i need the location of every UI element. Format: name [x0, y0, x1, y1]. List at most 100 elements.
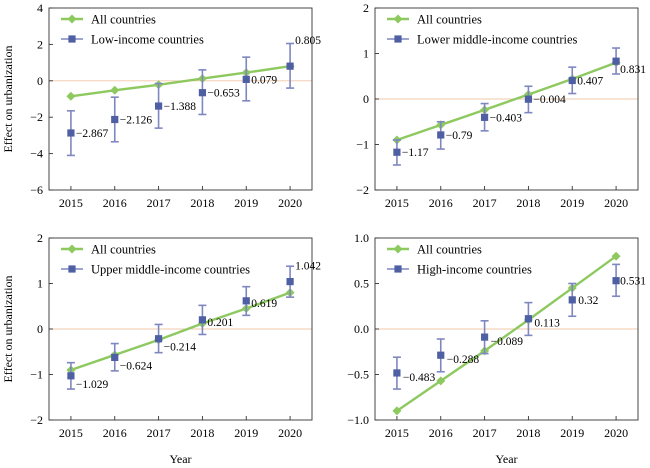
- point-all-countries: [436, 376, 446, 386]
- y-tick-label: 2: [37, 231, 43, 245]
- point-income-group: [286, 277, 294, 286]
- data-label: −0.089: [491, 336, 524, 348]
- data-label: 0.201: [207, 317, 233, 329]
- data-label: 0.32: [578, 295, 598, 307]
- data-label: −1.029: [76, 379, 109, 391]
- y-tick-label: −4: [30, 147, 43, 161]
- legend-label-all-countries: All countries: [417, 243, 482, 257]
- legend-marker-income-group: [394, 35, 402, 43]
- y-tick-label: 0: [37, 74, 43, 88]
- x-tick-label: 2019: [234, 196, 258, 210]
- point-income-group: [286, 62, 294, 70]
- y-tick-label: 0: [37, 322, 43, 336]
- y-tick-label: 4: [37, 1, 43, 15]
- point-income-group: [393, 369, 401, 377]
- data-label: 0.831: [620, 64, 646, 76]
- legend-marker-all-countries: [393, 244, 403, 254]
- x-axis-label: Year: [495, 452, 517, 466]
- legend-marker-all-countries: [67, 14, 77, 24]
- data-label: 0.407: [577, 75, 603, 87]
- y-tick-label: 0.5: [354, 277, 369, 291]
- point-income-group: [612, 277, 620, 285]
- point-income-group: [154, 102, 163, 110]
- x-tick-label: 2020: [278, 426, 302, 440]
- data-label: −0.653: [207, 88, 240, 100]
- point-income-group: [524, 315, 533, 323]
- legend-marker-income-group: [394, 265, 402, 273]
- data-label: −0.214: [164, 342, 197, 354]
- point-income-group: [568, 296, 576, 304]
- x-tick-label: 2016: [103, 426, 127, 440]
- data-label: 0.805: [295, 35, 321, 47]
- series-line-all-countries: [70, 291, 291, 372]
- y-tick-label: −1.0: [347, 413, 369, 427]
- x-tick-label: 2017: [147, 196, 171, 210]
- point-income-group: [242, 297, 250, 305]
- chart-panel-2: −2 −1 0 1 2 2015 2016 2017 2018 2019 2020 −1.17 −0.7…: [356, 1, 646, 210]
- data-label: 0.113: [534, 318, 560, 330]
- legend-label-all-countries: All countries: [417, 13, 482, 27]
- y-tick-label: −2: [30, 413, 43, 427]
- point-income-group: [480, 333, 489, 341]
- series-line-all-countries: [396, 255, 617, 412]
- point-all-countries: [392, 406, 402, 416]
- legend-marker-all-countries: [393, 14, 403, 24]
- x-tick-label: 2018: [190, 196, 214, 210]
- point-income-group: [198, 316, 207, 324]
- y-axis-label: Effect on urbanization: [1, 275, 15, 382]
- data-label: −1.388: [164, 101, 197, 113]
- series-line-all-countries: [396, 61, 617, 142]
- y-tick-label: 0.0: [354, 322, 369, 336]
- x-tick-label: 2017: [473, 196, 497, 210]
- x-tick-label: 2015: [385, 426, 409, 440]
- y-tick-label: −0.5: [347, 368, 369, 382]
- point-income-group: [67, 372, 75, 380]
- x-tick-label: 2018: [190, 426, 214, 440]
- data-label: −0.79: [446, 130, 473, 142]
- point-income-group: [67, 129, 75, 137]
- legend-label-income-group: Lower middle-income countries: [417, 33, 577, 47]
- point-all-countries: [110, 85, 120, 95]
- x-tick-label: 2018: [516, 196, 540, 210]
- x-tick-label: 2015: [385, 196, 409, 210]
- x-tick-label: 2019: [234, 426, 258, 440]
- point-all-countries: [611, 251, 621, 261]
- data-label: −2.126: [120, 114, 153, 126]
- data-label: −0.483: [403, 372, 436, 384]
- data-label: 0.531: [620, 276, 646, 288]
- y-tick-label: 2: [363, 1, 369, 15]
- y-tick-label: −1: [30, 368, 43, 382]
- point-income-group: [393, 148, 401, 156]
- point-income-group: [242, 75, 250, 83]
- x-tick-label: 2015: [59, 196, 83, 210]
- point-income-group: [198, 89, 207, 97]
- x-tick-label: 2019: [560, 196, 584, 210]
- legend-label-income-group: Low-income countries: [91, 33, 204, 47]
- y-tick-label: −1: [356, 138, 369, 152]
- point-income-group: [524, 95, 533, 103]
- data-label: 1.042: [295, 261, 321, 273]
- point-income-group: [612, 57, 620, 65]
- point-income-group: [480, 113, 489, 121]
- point-income-group: [437, 131, 445, 139]
- x-tick-label: 2020: [278, 196, 302, 210]
- y-tick-label: 1: [37, 277, 43, 291]
- x-tick-label: 2016: [429, 426, 453, 440]
- point-income-group: [154, 335, 163, 343]
- x-tick-label: 2019: [560, 426, 584, 440]
- data-label: −0.004: [533, 94, 566, 106]
- point-all-countries: [66, 91, 76, 101]
- x-tick-label: 2017: [147, 426, 171, 440]
- chart-panel-4: −1.0 −0.5 0.0 0.5 1.0 2015 2016 2017 2018 2019 202…: [347, 231, 646, 466]
- point-income-group: [568, 76, 576, 85]
- point-income-group: [111, 353, 119, 361]
- x-tick-label: 2018: [516, 426, 540, 440]
- y-tick-label: 1.0: [354, 231, 369, 245]
- legend-marker-income-group: [68, 35, 76, 43]
- x-tick-label: 2020: [604, 196, 628, 210]
- x-axis-label: Year: [169, 452, 191, 466]
- chart-panel-1: −6 −4 −2 0 2 4 2015 2016 2017 2018 2019 2020 Effect …: [1, 1, 321, 210]
- point-income-group: [111, 115, 119, 124]
- y-tick-label: −2: [356, 183, 369, 197]
